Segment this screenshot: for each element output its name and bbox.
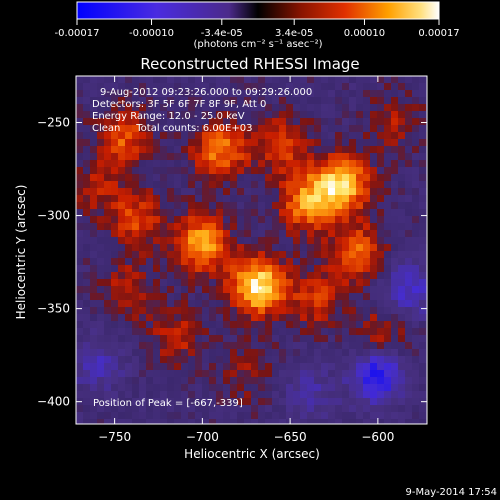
x-axis-label: Heliocentric X (arcsec)	[184, 447, 320, 461]
plot-frame	[75, 75, 428, 425]
x-tick-label: −700	[186, 430, 219, 444]
colorbar-tick-label: -3.4e-05	[201, 28, 243, 39]
y-tick-label: −300	[37, 209, 70, 223]
annotation-detectors: Detectors: 3F 5F 6F 7F 8F 9F, Att 0	[92, 99, 266, 110]
annotation-time-range: 9-Aug-2012 09:23:26.000 to 09:29:26.000	[100, 87, 312, 98]
plot-area: −750 −700 −650 −600 −250 −300 −350 −400	[37, 75, 428, 444]
colorbar-tick-label: 3.4e-05	[275, 28, 313, 39]
x-tick-label: −750	[98, 430, 131, 444]
annotation-energy-range: Energy Range: 12.0 - 25.0 keV	[92, 111, 245, 122]
colorbar-tick-label: 0.00010	[344, 28, 385, 39]
colorbar: -0.00017 -0.00010 -3.4e-05 3.4e-05 0.00010 0.…	[55, 1, 460, 50]
y-tick-label: −350	[37, 302, 70, 316]
colorbar-tick-label: -0.00017	[55, 28, 100, 39]
y-axis-label: Heliocentric Y (arcsec)	[14, 185, 28, 320]
annotation-block: 9-Aug-2012 09:23:26.000 to 09:29:26.000 …	[92, 87, 312, 134]
colorbar-gradient	[76, 1, 440, 20]
y-tick-label: −400	[37, 395, 70, 409]
x-tick-label: −600	[361, 430, 394, 444]
peak-position-label: Position of Peak = [-667,-339]	[93, 398, 243, 409]
annotation-clean-counts: Clean Total counts: 6.00E+03	[92, 123, 252, 134]
colorbar-tick-label: -0.00010	[129, 28, 174, 39]
colorbar-unit-label: (photons cm⁻² s⁻¹ asec⁻²)	[193, 39, 322, 50]
x-tick-label: −650	[274, 430, 307, 444]
chart-title: Reconstructed RHESSI Image	[140, 55, 359, 73]
y-tick-label: −250	[37, 116, 70, 130]
footer-date: 9-May-2014 17:54	[405, 487, 497, 498]
peak-marker	[258, 286, 262, 290]
colorbar-tick-label: 0.00017	[418, 28, 459, 39]
